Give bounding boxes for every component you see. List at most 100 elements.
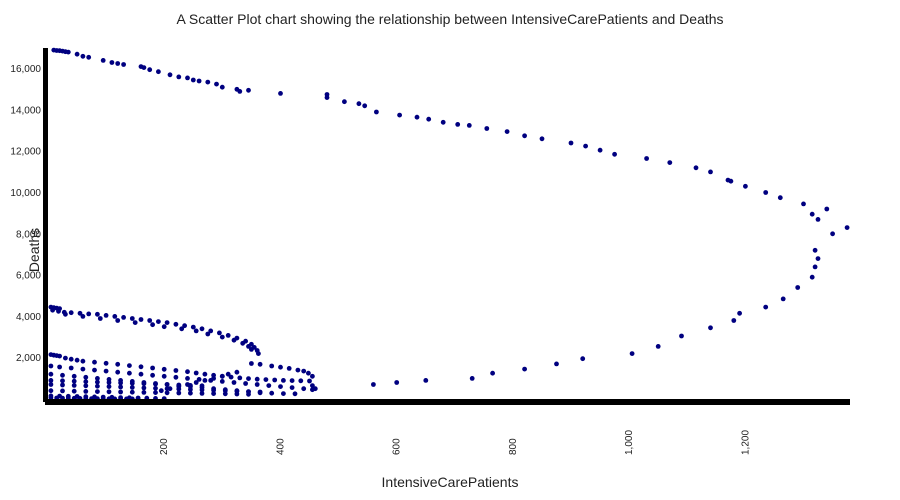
data-point xyxy=(809,274,815,280)
data-point xyxy=(777,195,783,201)
data-point xyxy=(208,328,214,334)
data-point xyxy=(228,374,234,380)
data-point xyxy=(68,356,74,362)
data-point xyxy=(310,383,315,388)
data-point xyxy=(71,383,77,388)
data-point xyxy=(199,326,205,332)
data-point xyxy=(150,322,156,328)
data-point xyxy=(266,383,272,388)
data-point xyxy=(202,378,208,383)
y-tick-label: 12,000 xyxy=(10,147,41,158)
data-point xyxy=(655,344,661,349)
data-point xyxy=(522,366,527,372)
data-point xyxy=(708,169,713,175)
data-point xyxy=(307,378,312,384)
data-point xyxy=(115,369,121,375)
x-tick-labels: 200 400 600 800 1,000 1,200 xyxy=(159,430,751,455)
y-tick-label: 16,000 xyxy=(10,64,41,75)
data-point xyxy=(231,380,237,385)
y-tick-label: 4,000 xyxy=(16,312,41,323)
data-point xyxy=(237,89,243,94)
data-point xyxy=(272,377,278,383)
data-point xyxy=(190,324,196,330)
data-point xyxy=(109,60,115,65)
data-point xyxy=(188,390,193,396)
chart-title: A Scatter Plot chart showing the relatio… xyxy=(176,11,724,27)
data-point xyxy=(795,285,801,290)
data-point xyxy=(469,376,475,381)
data-point xyxy=(679,333,684,339)
data-point xyxy=(269,363,275,369)
data-point xyxy=(92,359,97,365)
data-point xyxy=(129,316,135,321)
y-tick-label: 8,000 xyxy=(16,229,41,240)
data-point xyxy=(185,75,190,81)
data-point xyxy=(214,81,219,87)
data-point xyxy=(815,256,821,261)
data-point xyxy=(63,355,68,361)
data-point xyxy=(74,357,80,363)
x-tick-label: 800 xyxy=(508,438,519,455)
data-point xyxy=(289,385,295,390)
data-point xyxy=(176,390,182,396)
x-axis-label: IntensiveCarePatients xyxy=(381,474,519,490)
data-point xyxy=(129,380,135,386)
data-point xyxy=(80,366,86,372)
data-point xyxy=(141,65,147,70)
data-point xyxy=(414,114,420,120)
data-point xyxy=(71,378,77,384)
data-point xyxy=(374,109,379,115)
data-point xyxy=(147,318,153,323)
data-point xyxy=(371,382,376,387)
data-point xyxy=(65,49,71,55)
data-point xyxy=(554,361,559,367)
data-point xyxy=(153,390,158,395)
data-point xyxy=(211,391,217,396)
data-point xyxy=(185,376,190,381)
data-point xyxy=(440,119,446,125)
data-point xyxy=(278,384,283,389)
data-point xyxy=(158,388,164,394)
data-point xyxy=(190,77,196,83)
data-point xyxy=(164,320,170,325)
data-point xyxy=(80,53,86,59)
data-point xyxy=(568,140,574,146)
data-point xyxy=(257,389,263,395)
data-point xyxy=(246,87,251,93)
data-point xyxy=(167,386,173,392)
data-point xyxy=(278,364,283,370)
data-point xyxy=(455,122,461,127)
data-point xyxy=(112,314,118,319)
data-point xyxy=(301,386,307,392)
data-point xyxy=(103,360,109,366)
data-point xyxy=(708,325,713,331)
data-point xyxy=(281,378,286,383)
data-point xyxy=(310,387,315,393)
data-point xyxy=(199,387,205,393)
data-point xyxy=(362,103,368,109)
data-point xyxy=(103,368,109,374)
data-point xyxy=(743,183,748,189)
data-point xyxy=(644,156,649,161)
data-point xyxy=(324,95,330,100)
data-point xyxy=(115,318,121,323)
data-point xyxy=(286,366,292,371)
data-point xyxy=(185,382,190,387)
data-point xyxy=(60,382,65,388)
data-point xyxy=(60,378,65,384)
data-point xyxy=(205,79,211,85)
data-point xyxy=(95,379,100,385)
data-point xyxy=(95,311,100,317)
data-point xyxy=(763,304,769,310)
data-point xyxy=(219,84,225,90)
data-point xyxy=(426,116,432,122)
data-point xyxy=(269,390,275,396)
x-tick-label: 1,000 xyxy=(624,430,635,455)
data-point xyxy=(193,328,199,334)
data-point xyxy=(196,377,202,382)
data-point xyxy=(118,389,123,395)
data-point xyxy=(257,361,263,367)
data-point xyxy=(60,388,65,394)
data-point xyxy=(164,390,170,396)
y-axis-label: Deaths xyxy=(26,227,42,273)
